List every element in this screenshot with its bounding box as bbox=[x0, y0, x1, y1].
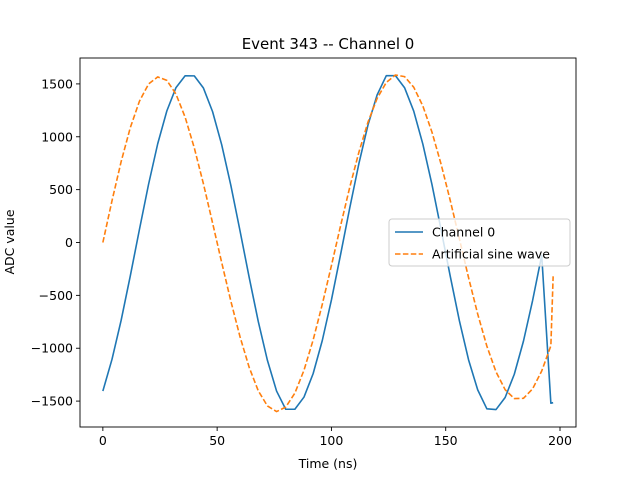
x-tick-label: 100 bbox=[319, 433, 343, 448]
y-axis-label: ADC value bbox=[2, 209, 17, 274]
legend-label-0: Channel 0 bbox=[432, 225, 495, 240]
series-line-0 bbox=[102, 74, 554, 411]
x-axis-label: Time (ns) bbox=[298, 456, 358, 471]
y-tick-label: −1500 bbox=[31, 394, 73, 409]
x-tick-label: 150 bbox=[434, 433, 458, 448]
y-tick-label: 0 bbox=[65, 235, 73, 250]
chart-title: Event 343 -- Channel 0 bbox=[242, 35, 415, 53]
x-tick-label: 50 bbox=[209, 433, 225, 448]
legend-label-1: Artificial sine wave bbox=[432, 247, 550, 262]
plot-area: 0 50 100 150 200 −1500 −1000 −500 0 500 1000 1500 bbox=[31, 57, 577, 448]
y-tick-label: −1000 bbox=[31, 341, 73, 356]
x-tick-label: 200 bbox=[548, 433, 572, 448]
x-tick-label: 0 bbox=[99, 433, 107, 448]
legend: Channel 0 Artificial sine wave bbox=[388, 218, 571, 267]
y-tick-label: −500 bbox=[39, 288, 73, 303]
y-tick-label: 1500 bbox=[41, 76, 73, 91]
y-tick-label: 500 bbox=[49, 182, 73, 197]
legend-box bbox=[388, 218, 571, 267]
series-line-1 bbox=[102, 74, 554, 413]
y-tick-label: 1000 bbox=[41, 129, 73, 144]
